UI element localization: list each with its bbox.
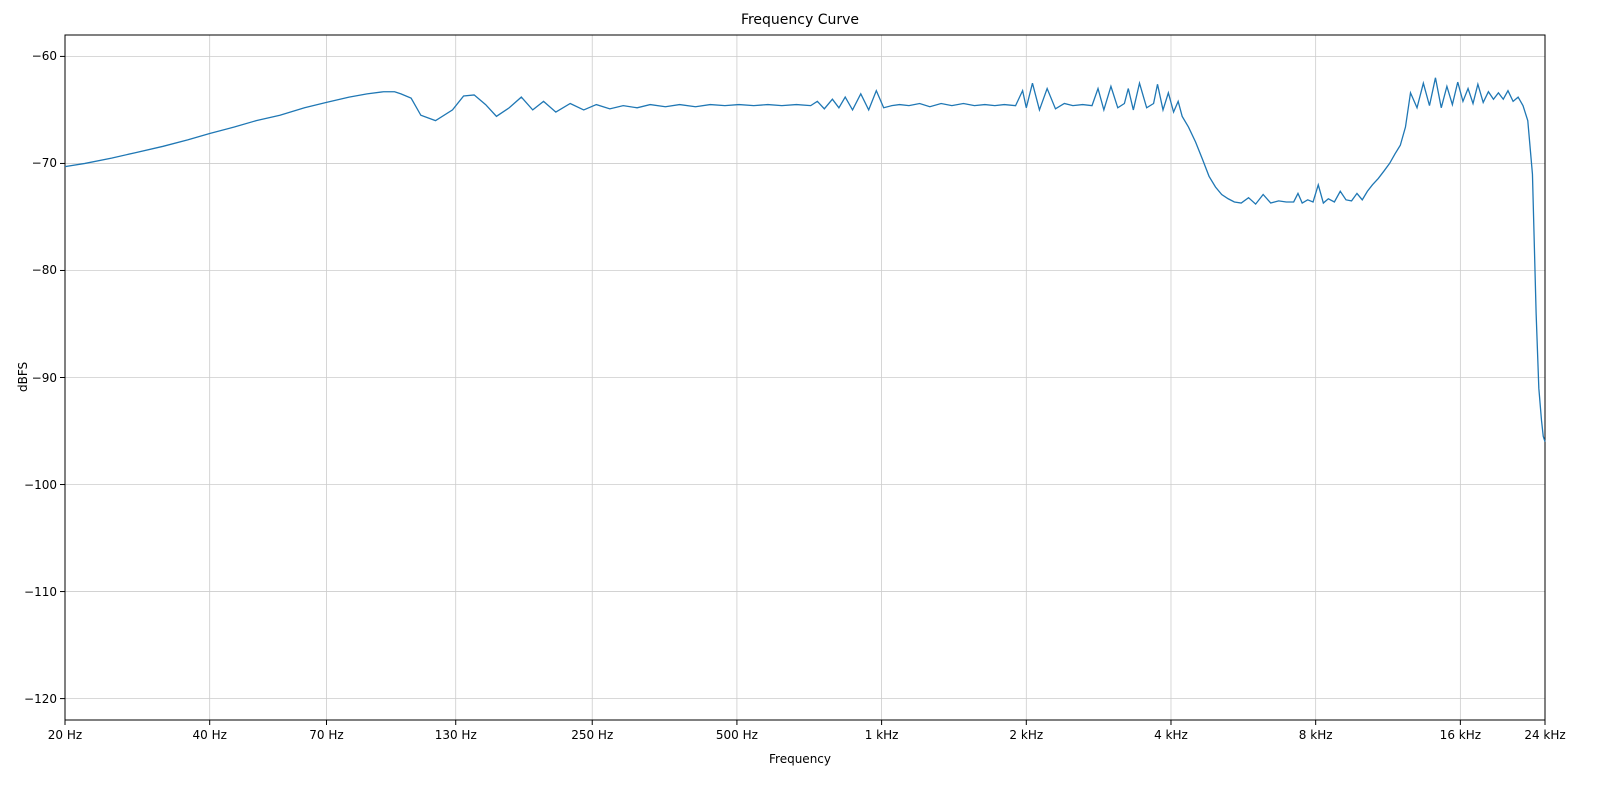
x-tick-label: 16 kHz [1440,728,1481,742]
x-tick-label: 20 Hz [48,728,82,742]
y-tick-label: −120 [21,692,57,706]
x-tick-label: 1 kHz [865,728,899,742]
x-tick-label: 250 Hz [571,728,613,742]
y-tick-label: −110 [21,585,57,599]
x-tick-label: 500 Hz [716,728,758,742]
x-tick-label: 40 Hz [192,728,226,742]
x-tick-label: 8 kHz [1299,728,1333,742]
y-tick-label: −70 [21,156,57,170]
y-tick-label: −80 [21,263,57,277]
x-axis-label: Frequency [0,752,1600,766]
chart-canvas [0,0,1600,800]
y-axis-label: dBFS [16,362,30,392]
y-tick-label: −60 [21,49,57,63]
x-tick-label: 4 kHz [1154,728,1188,742]
y-tick-label: −100 [21,478,57,492]
x-tick-label: 2 kHz [1009,728,1043,742]
x-tick-label: 70 Hz [309,728,343,742]
x-tick-label: 130 Hz [435,728,477,742]
frequency-curve-chart: Frequency Curve 20 Hz40 Hz70 Hz130 Hz250… [0,0,1600,800]
x-tick-label: 24 kHz [1524,728,1565,742]
